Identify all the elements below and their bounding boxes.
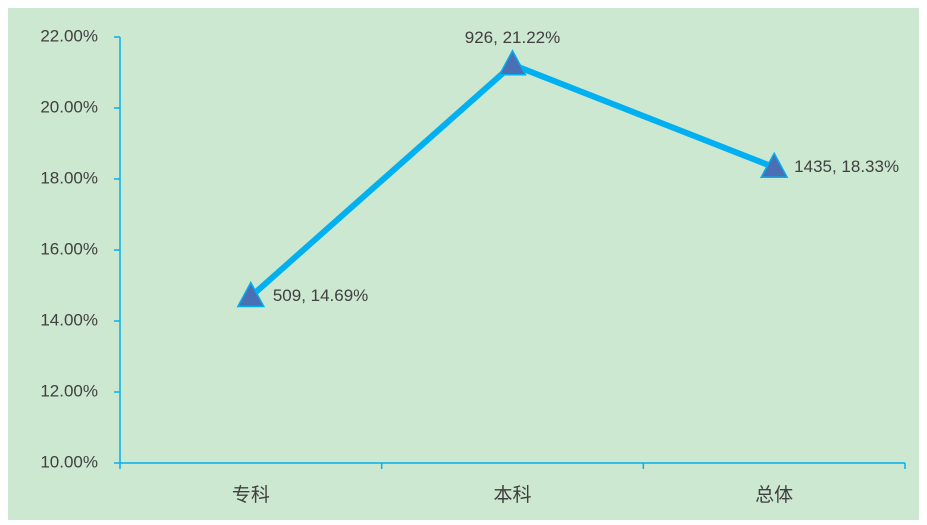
chart-background: [8, 8, 919, 520]
y-tick-label: 14.00%: [40, 310, 98, 329]
x-tick-label: 总体: [755, 484, 793, 506]
data-label: 926, 21.22%: [465, 28, 560, 47]
marker: [498, 49, 527, 76]
y-tick-label: 18.00%: [40, 168, 98, 187]
x-tick-label: 专科: [232, 484, 270, 506]
data-label: 1435, 18.33%: [794, 157, 899, 176]
marker: [759, 151, 789, 179]
y-tick-label: 16.00%: [40, 239, 98, 258]
y-tick-label: 12.00%: [40, 381, 98, 400]
x-tick-label: 本科: [493, 484, 531, 506]
y-tick-label: 10.00%: [40, 452, 98, 471]
y-tick-label: 22.00%: [40, 26, 98, 45]
marker: [236, 280, 266, 308]
y-tick-label: 20.00%: [40, 97, 98, 116]
data-label: 509, 14.69%: [273, 286, 368, 305]
